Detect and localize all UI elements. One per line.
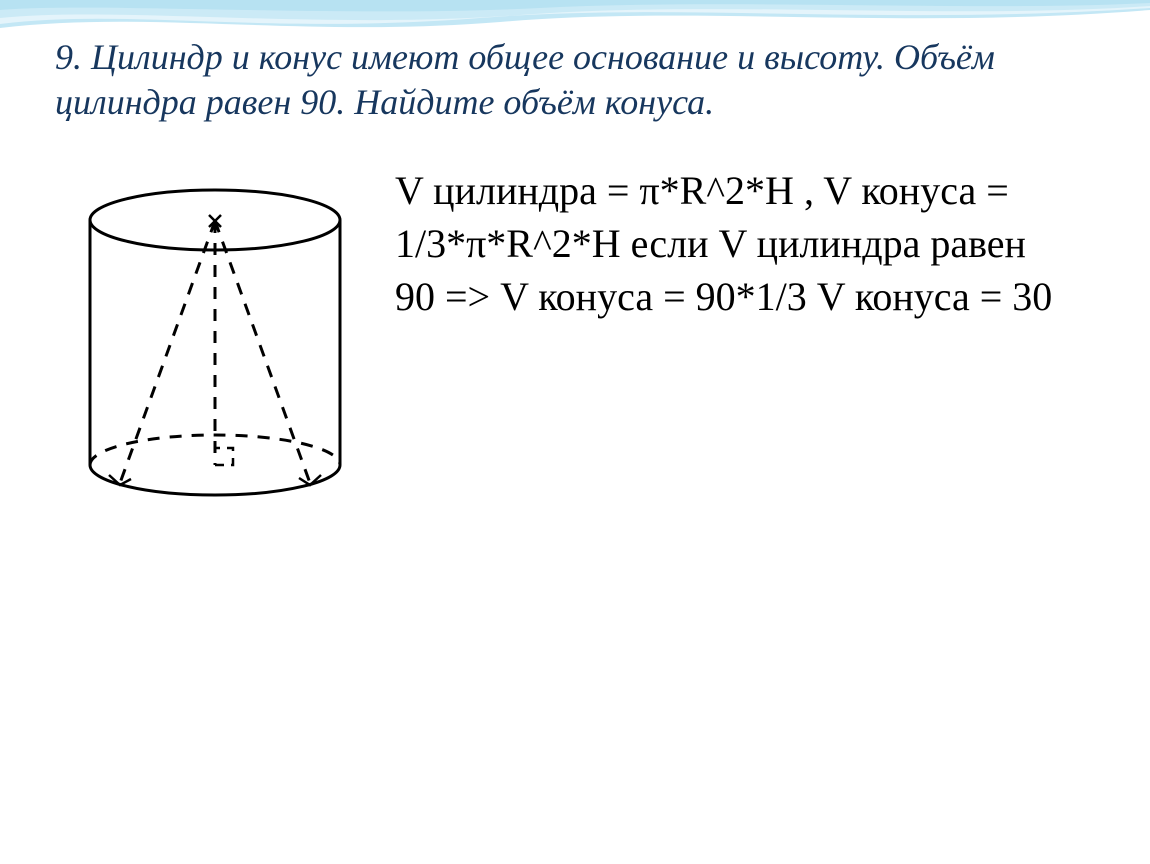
- diagram-container: [65, 175, 365, 520]
- content-row: V цилиндра = π*R^2*H , V конуса = 1/3*π*…: [55, 165, 1095, 520]
- slide-container: 9. Цилиндр и конус имеют общее основание…: [0, 0, 1150, 864]
- problem-title: 9. Цилиндр и конус имеют общее основание…: [55, 35, 1095, 125]
- cylinder-cone-diagram: [65, 175, 365, 515]
- solution-text: V цилиндра = π*R^2*H , V конуса = 1/3*π*…: [395, 165, 1095, 323]
